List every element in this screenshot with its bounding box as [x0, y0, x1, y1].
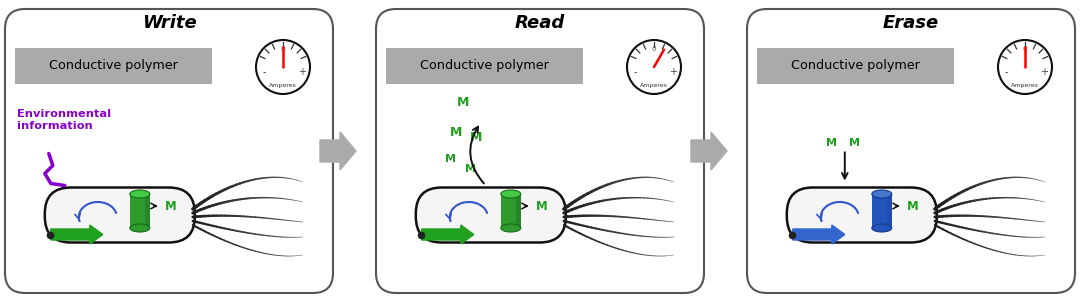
- Text: Write: Write: [141, 14, 197, 32]
- Text: Conductive polymer: Conductive polymer: [49, 59, 178, 72]
- Text: Amperes: Amperes: [640, 82, 667, 88]
- Ellipse shape: [130, 190, 150, 198]
- Ellipse shape: [872, 224, 892, 232]
- FancyBboxPatch shape: [376, 9, 704, 293]
- Text: -: -: [633, 67, 637, 77]
- Text: Conductive polymer: Conductive polymer: [420, 59, 549, 72]
- Circle shape: [256, 40, 310, 94]
- Text: 0: 0: [281, 46, 285, 52]
- Ellipse shape: [130, 224, 150, 232]
- Text: -: -: [262, 67, 266, 77]
- FancyBboxPatch shape: [747, 9, 1075, 293]
- Text: M: M: [907, 200, 919, 213]
- Bar: [757, 48, 954, 84]
- Bar: [501, 194, 521, 228]
- Ellipse shape: [872, 190, 892, 198]
- FancyArrow shape: [793, 225, 845, 244]
- Text: M: M: [445, 155, 457, 165]
- Circle shape: [998, 40, 1052, 94]
- FancyArrow shape: [691, 132, 727, 170]
- FancyBboxPatch shape: [416, 188, 566, 243]
- Bar: [887, 194, 892, 228]
- Text: M: M: [449, 126, 462, 139]
- Text: M: M: [536, 200, 548, 213]
- Ellipse shape: [501, 190, 521, 198]
- Circle shape: [627, 40, 681, 94]
- Text: +: +: [669, 67, 677, 77]
- Text: M: M: [470, 131, 482, 144]
- Text: M: M: [457, 96, 469, 109]
- Bar: [872, 194, 892, 228]
- FancyArrow shape: [51, 225, 103, 244]
- Ellipse shape: [501, 224, 521, 232]
- Text: M: M: [826, 137, 837, 147]
- FancyArrow shape: [320, 132, 356, 170]
- FancyArrow shape: [422, 225, 474, 244]
- FancyBboxPatch shape: [44, 188, 194, 243]
- Text: Read: Read: [515, 14, 565, 32]
- Bar: [130, 194, 150, 228]
- Text: 0: 0: [651, 46, 657, 52]
- Text: Conductive polymer: Conductive polymer: [791, 59, 920, 72]
- Text: +: +: [298, 67, 306, 77]
- FancyBboxPatch shape: [787, 188, 936, 243]
- Text: +: +: [1040, 67, 1048, 77]
- Bar: [386, 48, 583, 84]
- Bar: [516, 194, 521, 228]
- Bar: [15, 48, 212, 84]
- FancyBboxPatch shape: [5, 9, 333, 293]
- Text: M: M: [849, 137, 861, 147]
- Text: M: M: [165, 200, 176, 213]
- Text: 0: 0: [1023, 46, 1027, 52]
- Text: Amperes: Amperes: [269, 82, 297, 88]
- Text: Erase: Erase: [882, 14, 940, 32]
- Text: Amperes: Amperes: [1011, 82, 1039, 88]
- Bar: [145, 194, 150, 228]
- Text: M: M: [465, 165, 476, 175]
- Text: Environmental
information: Environmental information: [17, 109, 111, 130]
- Text: -: -: [1004, 67, 1008, 77]
